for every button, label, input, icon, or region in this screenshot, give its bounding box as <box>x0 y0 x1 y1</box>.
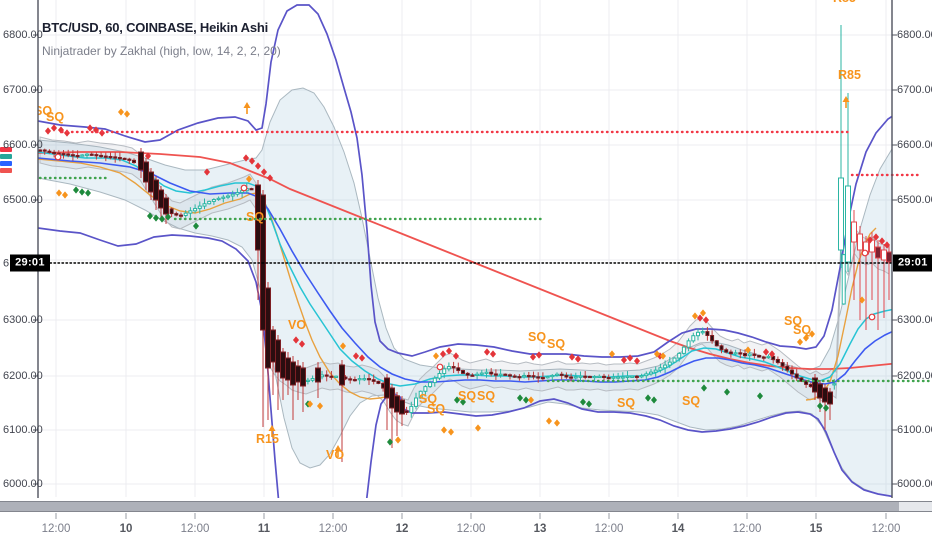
price-axis-label: 6000.00 <box>3 478 43 490</box>
chart-legend: BTC/USD, 60, COINBASE, Heikin Ashi Ninja… <box>42 20 281 58</box>
time-axis-day-label: 10 <box>119 523 133 535</box>
price-label-sliver: 6 <box>3 257 10 269</box>
symbol-title[interactable]: BTC/USD, 60, COINBASE, Heikin Ashi <box>42 20 269 35</box>
time-axis-day-label: 14 <box>671 523 685 535</box>
price-axis-label: 6500.00 <box>897 194 932 206</box>
time-axis-day-label: 15 <box>809 523 823 535</box>
chart-signal-label: SQ <box>34 104 52 118</box>
price-axis-label: 6800.00 <box>3 29 43 41</box>
chart-signal-label: R85 <box>838 68 861 82</box>
price-axis-label: 6100.00 <box>897 424 932 436</box>
time-axis-label: 12:00 <box>732 523 762 535</box>
time-axis-label: 12:00 <box>456 523 486 535</box>
time-axis-day-label: 11 <box>257 523 271 535</box>
chart-signal-label: SQ <box>427 402 445 416</box>
chart-signal-label: SQ <box>784 314 802 328</box>
price-axis-label: 6700.00 <box>897 84 932 96</box>
time-axis-day-label: 12 <box>395 523 409 535</box>
chart-signal-label: SQ <box>528 330 546 344</box>
chart-signal-label: SQ <box>477 389 495 403</box>
price-axis-label: 6100.00 <box>3 424 43 436</box>
countdown-badge: 29:01 <box>10 254 50 272</box>
time-scale-divider[interactable] <box>0 501 932 512</box>
time-axis-label: 12:00 <box>871 523 901 535</box>
price-axis-label: 6700.00 <box>3 84 43 96</box>
scale-corner <box>899 502 932 511</box>
price-axis-label: 6600.00 <box>897 139 932 151</box>
chart-signal-label: SQ <box>458 389 476 403</box>
time-axis-label: 12:00 <box>180 523 210 535</box>
chart-signal-label: VO <box>326 448 344 462</box>
price-axis-label: 6500.00 <box>3 194 43 206</box>
countdown-badge: 29:01 <box>893 254 932 272</box>
chart-signal-label: R15 <box>256 432 279 446</box>
chart-signal-label: SQ <box>793 323 811 337</box>
price-axis-label: 6300.00 <box>897 314 932 326</box>
chart-signal-label: SQ <box>547 337 565 351</box>
time-axis-label: 12:00 <box>41 523 71 535</box>
price-axis-label: 6600.00 <box>3 139 43 151</box>
price-axis-label: 6200.00 <box>3 370 43 382</box>
price-axis-label: 6200.00 <box>897 370 932 382</box>
chart-signal-label: SQ <box>246 210 264 224</box>
indicator-title[interactable]: Ninjatrader by Zakhal (high, low, 14, 2,… <box>42 44 281 58</box>
chart-signal-label: SQ <box>682 394 700 408</box>
countdown-badge-left: 6 29:01 <box>2 254 50 272</box>
countdown-badge-right: 29:01 0 <box>893 254 932 272</box>
time-axis-label: 12:00 <box>318 523 348 535</box>
chart-signal-label: R85 <box>833 0 856 5</box>
price-axis-label: 6800.00 <box>897 29 932 41</box>
time-axis-label: 12:00 <box>594 523 624 535</box>
chart-signal-label: SQ <box>46 110 64 124</box>
chart-signal-label: SQ <box>419 392 437 406</box>
chart-signal-label: VO <box>288 318 306 332</box>
chart-signal-label: SQ <box>617 396 635 410</box>
time-axis-day-label: 13 <box>533 523 547 535</box>
price-axis-label: 6300.00 <box>3 314 43 326</box>
price-axis-label: 6000.00 <box>897 478 932 490</box>
